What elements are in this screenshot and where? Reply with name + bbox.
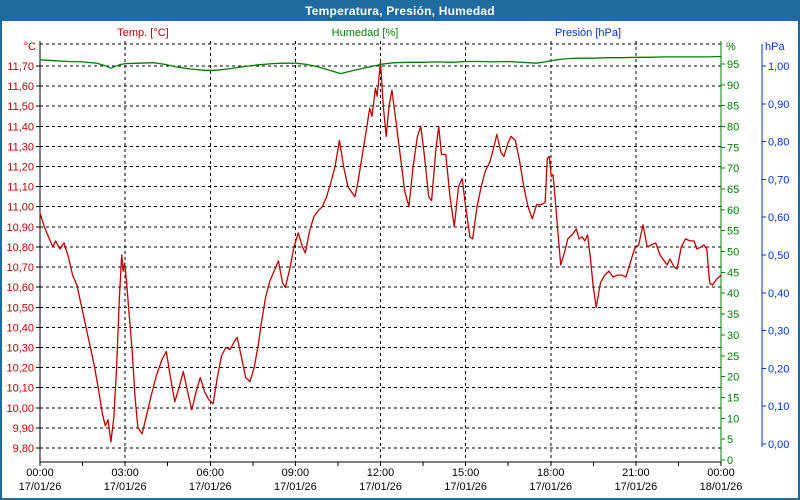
x-tick-date-label: 17/01/26 — [104, 481, 147, 493]
x-tick-date-label: 17/01/26 — [359, 481, 402, 493]
humidity-tick-label: 0 — [727, 455, 733, 467]
humidity-tick-label: 10 — [727, 413, 739, 425]
x-tick-date-label: 17/01/26 — [189, 481, 232, 493]
humidity-tick-label: 30 — [727, 330, 739, 342]
temperature-tick-label: 11,50 — [7, 101, 34, 113]
x-tick-time-label: 00:00 — [26, 467, 54, 479]
x-tick-time-label: 12:00 — [367, 467, 395, 479]
temperature-tick-label: 11,70 — [7, 61, 34, 73]
x-tick-time-label: 09:00 — [282, 467, 310, 479]
title-bar: Temperatura, Presión, Humedad — [2, 2, 798, 21]
chart-title: Temperatura, Presión, Humedad — [305, 4, 495, 18]
temperature-tick-label: 11,00 — [7, 202, 34, 214]
pressure-tick-label: 0,10 — [768, 401, 789, 413]
x-tick-date-label: 17/01/26 — [19, 481, 62, 493]
pressure-tick-label: 0,50 — [768, 250, 789, 262]
x-tick-date-label: 17/01/26 — [614, 481, 657, 493]
pressure-tick-label: 0,00 — [768, 439, 789, 451]
humidity-tick-label: 35 — [727, 309, 739, 321]
temperature-tick-label: 11,40 — [7, 121, 34, 133]
temperature-series-line — [39, 61, 722, 443]
humidity-tick-label: 55 — [727, 226, 739, 238]
temperature-tick-label: 10,60 — [6, 282, 34, 294]
humidity-tick-label: 90 — [727, 80, 739, 92]
x-tick-time-label: 21:00 — [622, 467, 650, 479]
pressure-tick-label: 0,70 — [768, 174, 789, 186]
temperature-tick-label: 10,30 — [6, 342, 34, 354]
humidity-tick-label: 80 — [727, 122, 739, 134]
pressure-tick-label: 0,90 — [768, 99, 789, 111]
humidity-tick-label: 15 — [727, 392, 739, 404]
temperature-tick-label: 10,10 — [6, 383, 34, 395]
pressure-axis-unit: hPa — [765, 41, 785, 53]
x-tick-date-label: 17/01/26 — [444, 481, 487, 493]
pressure-tick-label: 0,80 — [768, 137, 789, 149]
humidity-tick-label: 60 — [727, 205, 739, 217]
x-tick-time-label: 03:00 — [111, 467, 139, 479]
temperature-tick-label: 9,90 — [13, 423, 34, 435]
pressure-series-label: Presión [hPa] — [554, 27, 622, 39]
x-tick-date-label: 17/01/26 — [529, 481, 572, 493]
humidity-tick-label: 40 — [727, 288, 739, 300]
temperature-tick-label: 10,20 — [6, 363, 34, 375]
pressure-tick-label: 0,20 — [768, 363, 789, 375]
x-tick-time-label: 15:00 — [452, 467, 480, 479]
pressure-tick-label: 0,40 — [768, 288, 789, 300]
temperature-tick-label: 11,60 — [7, 81, 34, 93]
humidity-tick-label: 75 — [727, 142, 739, 154]
x-tick-time-label: 06:00 — [196, 467, 224, 479]
temperature-series-label: Temp. [°C] — [117, 27, 169, 39]
temperature-tick-label: 10,50 — [6, 302, 34, 314]
temperature-tick-label: 10,80 — [6, 242, 34, 254]
temperature-tick-label: 11,10 — [7, 182, 34, 194]
humidity-tick-label: 65 — [727, 184, 739, 196]
x-tick-date-label: 18/01/26 — [700, 481, 743, 493]
temperature-tick-label: 10,40 — [6, 322, 34, 334]
humidity-tick-label: 85 — [727, 101, 739, 113]
x-tick-time-label: 00:00 — [707, 467, 735, 479]
x-tick-time-label: 18:00 — [537, 467, 565, 479]
temperature-tick-label: 11,20 — [7, 162, 34, 174]
temperature-axis-unit: °C — [23, 41, 36, 53]
humidity-tick-label: 20 — [727, 372, 739, 384]
humidity-tick-label: 50 — [727, 247, 739, 259]
temperature-tick-label: 10,70 — [6, 262, 34, 274]
temperature-tick-label: 11,30 — [7, 141, 34, 153]
pressure-tick-label: 1,00 — [768, 61, 789, 73]
humidity-tick-label: 25 — [727, 351, 739, 363]
humidity-tick-label: 45 — [727, 267, 739, 279]
humidity-series-label: Humedad [%] — [331, 27, 399, 39]
humidity-tick-label: 70 — [727, 163, 739, 175]
humidity-axis-unit: % — [726, 41, 736, 53]
temperature-tick-label: 9,80 — [13, 443, 34, 455]
humidity-tick-label: 5 — [727, 434, 733, 446]
humidity-tick-label: 95 — [727, 59, 739, 71]
x-tick-date-label: 17/01/26 — [274, 481, 317, 493]
humidity-series-line — [39, 55, 722, 75]
temperature-tick-label: 10,90 — [6, 222, 34, 234]
pressure-tick-label: 0,30 — [768, 326, 789, 338]
temperature-tick-label: 10,00 — [6, 403, 34, 415]
pressure-tick-label: 0,60 — [768, 212, 789, 224]
